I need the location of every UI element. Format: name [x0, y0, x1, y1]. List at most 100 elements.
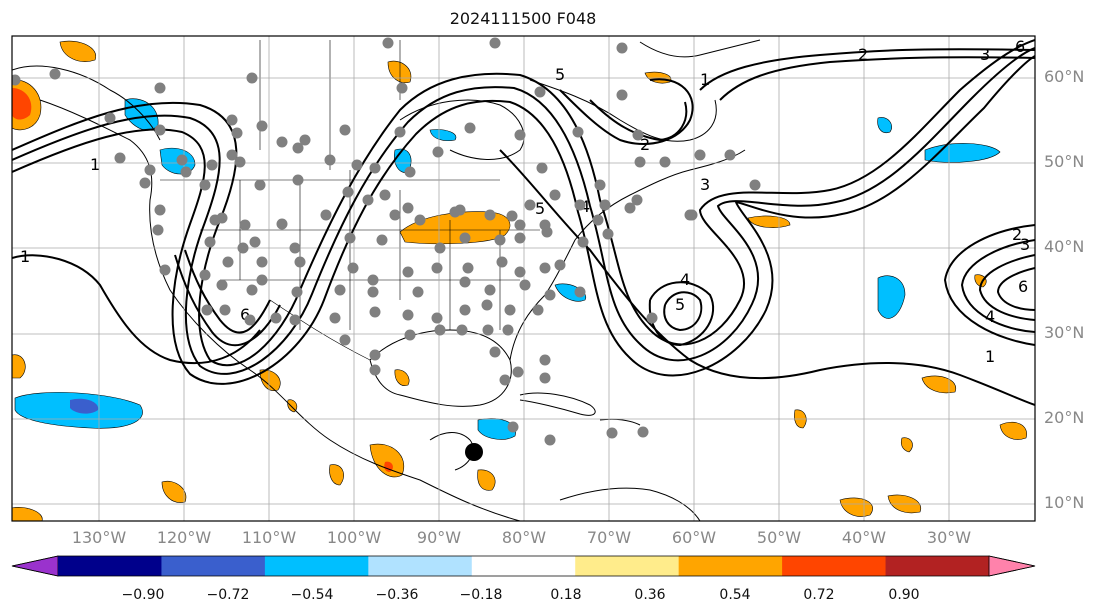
colorbar-extend-low — [11, 555, 59, 577]
station-dot — [294, 256, 306, 268]
station-dot — [484, 284, 496, 296]
contour-label: 5 — [535, 199, 545, 218]
station-dot — [637, 426, 649, 438]
map-title: 2024111500 F048 — [449, 9, 597, 28]
lat-label: 20°N — [1044, 408, 1085, 427]
station-dot — [539, 354, 551, 366]
station-dot — [367, 274, 379, 286]
lat-label: 10°N — [1044, 493, 1085, 512]
coast-labrador — [529, 79, 717, 142]
station-dot — [646, 312, 658, 324]
station-dot — [334, 284, 346, 296]
colorbar-tick-label: −0.90 — [121, 587, 165, 603]
station-dot — [324, 154, 336, 166]
contour-label: 6 — [1018, 277, 1028, 296]
contour-label: 6 — [240, 305, 250, 324]
station-dot — [344, 232, 356, 244]
lon-label: 100°W — [326, 528, 382, 547]
station-dot — [519, 279, 531, 291]
shade-blue-hudson2 — [429, 129, 457, 141]
contour-label: 3 — [700, 175, 710, 194]
colorbar-tick-label: −0.18 — [459, 587, 503, 603]
station-dot — [616, 42, 628, 54]
coast-hispaniola — [599, 418, 641, 426]
station-dot — [684, 209, 696, 221]
station-dot — [201, 304, 213, 316]
station-dot — [139, 177, 151, 189]
station-dot — [634, 156, 646, 168]
station-dot — [434, 324, 446, 336]
contour-label: 5 — [555, 65, 565, 84]
station-dot — [631, 194, 643, 206]
station-dot — [507, 421, 519, 433]
station-dot — [506, 210, 518, 222]
station-dot — [456, 324, 468, 336]
shade-orange-east-trop2 — [921, 375, 957, 394]
station-dot — [449, 206, 461, 218]
station-dot — [544, 434, 556, 446]
coast-alaska — [12, 65, 161, 141]
colorbar-segment — [782, 556, 887, 576]
station-dot — [694, 149, 706, 161]
map-border — [11, 35, 1036, 522]
shade-orange-small1 — [974, 274, 987, 288]
station-dot — [199, 269, 211, 281]
station-dot — [239, 219, 251, 231]
station-dot — [289, 242, 301, 254]
colorbar-tick-label: 0.18 — [550, 587, 582, 603]
station-dot — [347, 262, 359, 274]
station-dot — [539, 262, 551, 274]
station-dot — [539, 372, 551, 384]
station-dot — [481, 299, 493, 311]
contour-label: 2 — [640, 135, 650, 154]
station-dot — [459, 276, 471, 288]
station-dot — [577, 236, 589, 248]
station-dot — [482, 324, 494, 336]
station-dot — [514, 232, 526, 244]
station-dot — [431, 312, 443, 324]
station-dot — [606, 427, 618, 439]
station-dot — [389, 209, 401, 221]
station-dot — [204, 236, 216, 248]
station-dot — [402, 202, 414, 214]
contour-label: 6 — [1015, 37, 1025, 56]
station-dot — [339, 334, 351, 346]
contour-label: 4 — [680, 270, 690, 289]
station-dot — [237, 242, 249, 254]
station-dot — [49, 68, 61, 80]
station-dot — [154, 124, 166, 136]
station-dot — [514, 129, 526, 141]
lon-label: 30°W — [926, 528, 972, 547]
station-dot — [396, 82, 408, 94]
contour-label: 2 — [1012, 225, 1022, 244]
station-dot — [256, 256, 268, 268]
station-dot — [464, 122, 476, 134]
station-dot — [459, 304, 471, 316]
colorbar-segment — [264, 556, 369, 576]
colorbar — [11, 555, 1036, 577]
station-dot — [496, 256, 508, 268]
station-dot — [484, 209, 496, 221]
station-dot — [320, 209, 332, 221]
station-dot — [369, 364, 381, 376]
station-dot — [351, 159, 363, 171]
station-dot — [514, 266, 526, 278]
lat-label: 30°N — [1044, 323, 1085, 342]
contour-label: 3 — [980, 45, 990, 64]
contour-label: 1 — [985, 347, 995, 366]
colorbar-segment — [471, 556, 576, 576]
lat-label: 40°N — [1044, 237, 1085, 256]
station-dot — [594, 179, 606, 191]
station-dot — [270, 312, 282, 324]
station-dot — [459, 232, 471, 244]
shade-orange-sw — [12, 507, 43, 521]
shade-orange-honduras — [477, 469, 496, 491]
station-dot — [554, 259, 566, 271]
shade-orange-gulf — [394, 369, 410, 386]
colorbar-tick-label: 0.72 — [803, 587, 835, 603]
lon-label: 40°W — [841, 528, 887, 547]
station-dot — [574, 286, 586, 298]
station-dot — [549, 189, 561, 201]
station-dot — [246, 284, 258, 296]
station-dot — [152, 224, 164, 236]
